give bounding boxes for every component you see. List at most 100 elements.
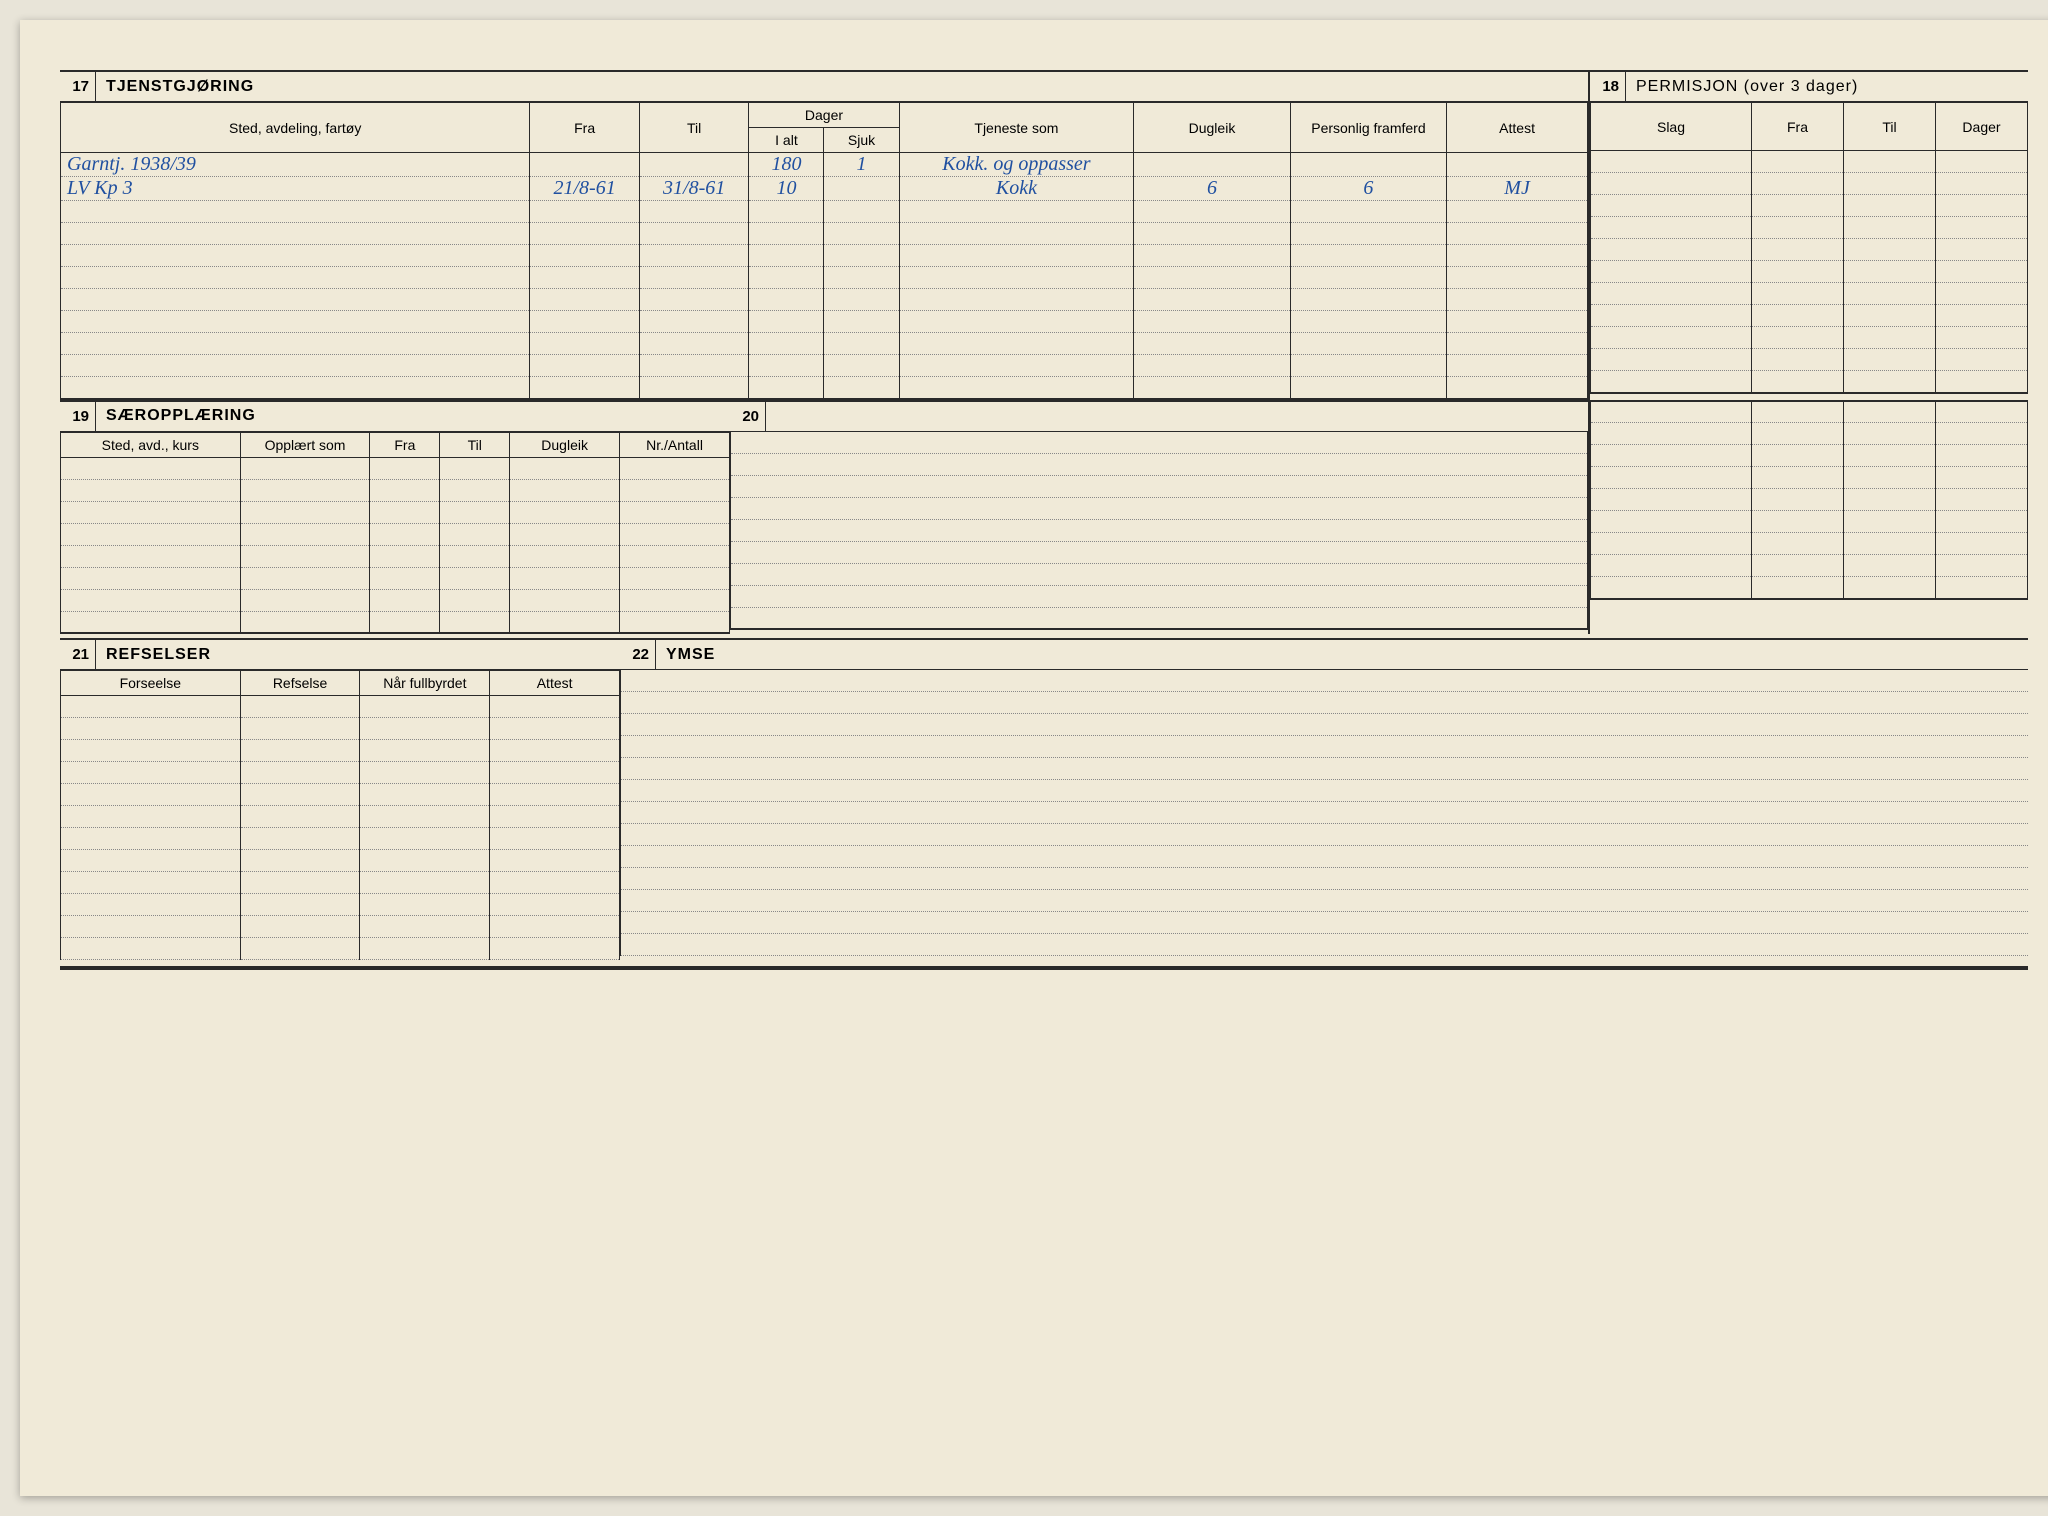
- table-row-blank: [1591, 239, 2028, 261]
- ruled-line: [621, 736, 2028, 758]
- ruled-line: [621, 824, 2028, 846]
- table-row-blank: [1591, 349, 2028, 371]
- section-17-title: TJENSTGJØRING: [96, 78, 254, 96]
- cell-tjeneste: Kokk: [899, 177, 1134, 201]
- table-row-blank: [1591, 511, 2028, 533]
- th19-nr: Nr./Antall: [620, 432, 730, 457]
- th-sjuk: Sjuk: [824, 128, 899, 153]
- table-row-blank: [61, 611, 730, 633]
- th18-til: Til: [1844, 103, 1936, 151]
- section-19: 19 SÆROPPLÆRING Sted, avd., kurs Opplært…: [60, 400, 730, 635]
- th21-forseelse: Forseelse: [61, 671, 241, 696]
- ruled-line: [731, 520, 1587, 542]
- section-18-title: PERMISJON (over 3 dager): [1626, 78, 1858, 96]
- th-sted: Sted, avdeling, fartøy: [61, 103, 530, 153]
- cell-dugleik: 6: [1134, 177, 1290, 201]
- record-card: 17 TJENSTGJØRING Sted, avdeling, fartøy …: [20, 20, 2048, 1496]
- th21-attest: Attest: [490, 671, 620, 696]
- section-19-title: SÆROPPLÆRING: [96, 407, 256, 425]
- table-row-blank: [61, 740, 620, 762]
- table-row-blank: [61, 479, 730, 501]
- table-row-blank: [1591, 371, 2028, 393]
- tbody-17: Garntj. 1938/391801Kokk. og oppasserLV K…: [61, 153, 1588, 399]
- cell-dugleik: [1134, 153, 1290, 177]
- section-21-num: 21: [60, 640, 96, 669]
- section-22-header: 22 YMSE: [620, 638, 2028, 670]
- cell-sjuk: [824, 177, 899, 201]
- ruled-line: [621, 780, 2028, 802]
- table-row-blank: [1591, 555, 2028, 577]
- cell-attest: [1447, 153, 1588, 177]
- section-18-header: 18 PERMISJON (over 3 dager): [1590, 70, 2028, 102]
- ruled-line: [731, 454, 1587, 476]
- tbody-18: [1591, 151, 2028, 393]
- table-row-blank: [1591, 445, 2028, 467]
- ruled-line: [621, 868, 2028, 890]
- table-row-blank: [1591, 173, 2028, 195]
- th-tjeneste: Tjeneste som: [899, 103, 1134, 153]
- table-row-blank: [1591, 489, 2028, 511]
- table-row-blank: [61, 333, 1588, 355]
- ruled-line: [731, 608, 1587, 630]
- ruled-line: [621, 714, 2028, 736]
- ruled-line: [731, 432, 1587, 454]
- lines-22: [620, 670, 2028, 956]
- cell-tjeneste: Kokk. og oppasser: [899, 153, 1134, 177]
- table-row-blank: [1591, 283, 2028, 305]
- section-22-title: YMSE: [656, 646, 715, 664]
- section-21-title: REFSELSER: [96, 646, 211, 664]
- ruled-line: [621, 846, 2028, 868]
- table-row-blank: [1591, 151, 2028, 173]
- cell-sted: LV Kp 3: [61, 177, 530, 201]
- cell-til: 31/8-61: [639, 177, 749, 201]
- table-row-blank: [1591, 577, 2028, 599]
- th-til: Til: [639, 103, 749, 153]
- th19-dugleik: Dugleik: [510, 432, 620, 457]
- table-row-blank: [61, 523, 730, 545]
- table-row-blank: [1591, 533, 2028, 555]
- table-row-blank: [61, 201, 1588, 223]
- table-row-blank: [1591, 327, 2028, 349]
- section-18-num: 18: [1590, 72, 1626, 101]
- th18-fra: Fra: [1752, 103, 1844, 151]
- th19-sted: Sted, avd., kurs: [61, 432, 241, 457]
- section-21: 21 REFSELSER Forseelse Refselse Når full…: [60, 638, 620, 960]
- tbody-19: [61, 457, 730, 633]
- bottom-rule: [60, 966, 2028, 970]
- cell-fra: 21/8-61: [530, 177, 640, 201]
- ruled-line: [621, 692, 2028, 714]
- section-17: 17 TJENSTGJØRING Sted, avdeling, fartøy …: [60, 70, 1588, 400]
- table-row-blank: [61, 457, 730, 479]
- section-18-cont: [1588, 400, 2028, 635]
- table-row-blank: [1591, 217, 2028, 239]
- ruled-line: [731, 564, 1587, 586]
- cell-personlig: 6: [1290, 177, 1446, 201]
- row-17-18: 17 TJENSTGJØRING Sted, avdeling, fartøy …: [60, 70, 2028, 400]
- section-22: 22 YMSE: [620, 638, 2028, 960]
- th-personlig: Personlig framferd: [1290, 103, 1446, 153]
- ruled-line: [621, 670, 2028, 692]
- table-row-blank: [61, 501, 730, 523]
- tbody-21: [61, 696, 620, 960]
- th-ialt: I alt: [749, 128, 824, 153]
- table-row-blank: [61, 267, 1588, 289]
- table-row-blank: [61, 567, 730, 589]
- table-row-blank: [61, 696, 620, 718]
- ruled-line: [621, 934, 2028, 956]
- section-17-num: 17: [60, 72, 96, 101]
- th21-refselse: Refselse: [240, 671, 360, 696]
- section-21-header: 21 REFSELSER: [60, 638, 620, 670]
- section-18: 18 PERMISJON (over 3 dager) Slag Fra Til…: [1588, 70, 2028, 400]
- table-row-blank: [61, 545, 730, 567]
- section-20: 20: [730, 400, 1588, 635]
- th-fra: Fra: [530, 103, 640, 153]
- ruled-line: [621, 758, 2028, 780]
- table-row: Garntj. 1938/391801Kokk. og oppasser: [61, 153, 1588, 177]
- table-17: Sted, avdeling, fartøy Fra Til Dager Tje…: [60, 102, 1588, 400]
- table-row-blank: [61, 718, 620, 740]
- lines-20: [730, 432, 1588, 630]
- ruled-line: [731, 498, 1587, 520]
- section-17-header: 17 TJENSTGJØRING: [60, 70, 1588, 102]
- table-row-blank: [1591, 423, 2028, 445]
- table-row-blank: [1591, 467, 2028, 489]
